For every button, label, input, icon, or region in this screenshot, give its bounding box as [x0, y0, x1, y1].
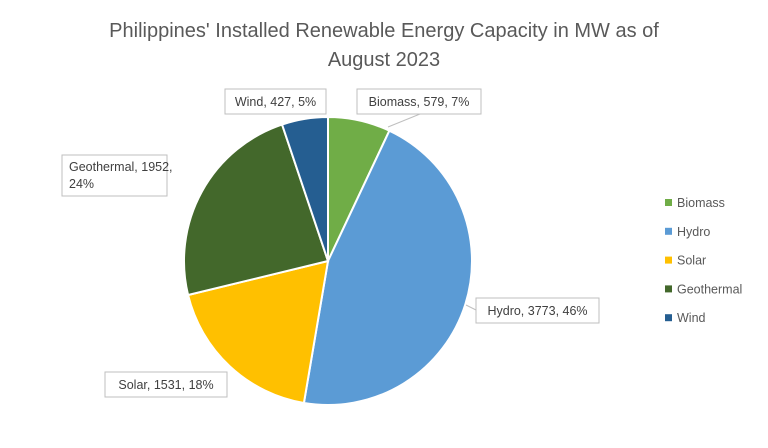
- legend-swatch-hydro: [665, 227, 672, 235]
- legend-label-wind: Wind: [677, 311, 706, 325]
- data-label: Hydro, 3773, 46%: [487, 304, 587, 318]
- data-label: 24%: [69, 177, 94, 191]
- data-label-box: [61, 154, 168, 197]
- leader-line: [387, 113, 421, 128]
- legend-swatch-biomass: [665, 199, 672, 206]
- legend-label-hydro: Hydro: [677, 225, 710, 239]
- legend-label-geothermal: Geothermal: [677, 282, 742, 296]
- data-label: Wind, 427, 5%: [235, 95, 316, 109]
- chart-title-line-2: August 2023: [328, 49, 440, 71]
- chart-title-line-1: Philippines' Installed Renewable Energy …: [109, 20, 659, 42]
- pie-slice-hydro: [302, 129, 473, 406]
- legend-swatch-wind: [665, 314, 672, 322]
- legend-label-solar: Solar: [677, 254, 706, 268]
- legend-swatch-solar: [665, 256, 672, 264]
- leader-line: [465, 304, 477, 311]
- pie-slice-wind: [280, 115, 329, 262]
- pie-slice-geothermal: [183, 123, 330, 297]
- data-label-box: [475, 297, 600, 324]
- data-label: Biomass, 579, 7%: [369, 95, 470, 109]
- data-label: Geothermal, 1952,: [69, 160, 173, 174]
- data-label-box: [356, 88, 482, 115]
- data-label-box: [104, 371, 228, 398]
- pie-slice-solar: [186, 259, 330, 405]
- legend-swatch-geothermal: [665, 285, 672, 293]
- data-label: Solar, 1531, 18%: [118, 378, 213, 392]
- legend-label-biomass: Biomass: [677, 196, 725, 210]
- data-label-box: [224, 88, 327, 115]
